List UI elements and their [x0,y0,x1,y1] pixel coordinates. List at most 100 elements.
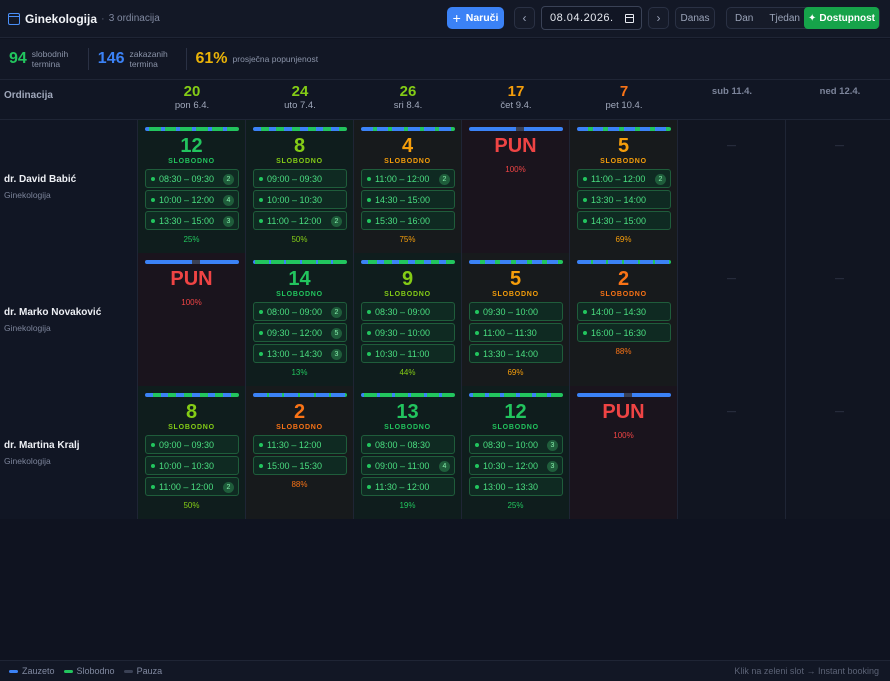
day-free-count: 24 [291,83,309,100]
free-slot[interactable]: 10:00 – 10:30 [145,456,239,475]
doctor-row: dr. Marko Novaković Ginekologija PUN 100% 14… [0,253,890,386]
legend-free: Slobodno [63,666,115,676]
day-label: uto 7.4. [284,100,316,111]
day-cell[interactable]: 9 SLOBODNO 08:30 – 09:00 09:30 – 10:00 10:30… [354,253,462,386]
free-slot[interactable]: 11:00 – 12:00 2 [145,477,239,496]
free-slot[interactable]: 11:00 – 12:00 2 [577,169,671,188]
free-slot[interactable]: 13:00 – 13:30 [469,477,563,496]
slot-time: 08:30 – 10:00 [483,439,539,450]
slot-time: 11:00 – 12:00 [159,481,214,492]
calendar-icon [8,12,20,25]
page-title: Ginekologija [25,11,98,26]
free-label: SLOBODNO [600,291,647,298]
day-cell[interactable]: 8 SLOBODNO 09:00 – 09:30 10:00 – 10:30 11:00… [246,120,354,253]
day-cell[interactable]: 2 SLOBODNO 11:30 – 12:00 15:00 – 15:30 88% [246,386,354,519]
slot-count-badge: 2 [331,307,342,318]
free-slot[interactable]: 08:00 – 09:00 2 [253,302,347,321]
prev-week-button[interactable]: ‹ [514,7,535,29]
doctor-specialty: Ginekologija [4,323,51,333]
slot-time: 11:00 – 12:00 [375,173,430,184]
day-cell[interactable]: PUN 100% [462,120,570,253]
free-slot[interactable]: 11:30 – 12:00 [253,435,347,454]
free-slot[interactable]: 09:30 – 10:00 [469,302,563,321]
occupancy-percent: 69% [615,235,632,244]
doctor-cell[interactable]: dr. David Babić Ginekologija [0,120,138,253]
availability-button[interactable]: ✦ Dostupnost [804,7,879,29]
free-slot[interactable]: 09:00 – 09:30 [253,169,347,188]
day-label: pon 6.4. [174,100,210,111]
chevron-right-icon: › [656,11,661,25]
free-label: SLOBODNO [600,158,647,165]
slot-count-badge: 4 [439,461,450,472]
free-slot[interactable]: 13:30 – 14:00 [577,190,671,209]
free-slot[interactable]: 11:00 – 11:30 [469,323,563,342]
free-slot[interactable]: 14:30 – 15:00 [361,190,455,209]
doctor-cell[interactable]: dr. Marko Novaković Ginekologija [0,253,138,386]
free-slot[interactable]: 15:00 – 15:30 [253,456,347,475]
day-header[interactable]: ned 12.4. [786,80,890,120]
free-slot[interactable]: 13:30 – 14:00 [469,344,563,363]
free-slot[interactable]: 11:00 – 12:00 2 [253,211,347,230]
day-cell[interactable]: 5 SLOBODNO 09:30 – 10:00 11:00 – 11:30 13:30… [462,253,570,386]
occupancy-bar [145,127,239,131]
book-button[interactable]: + Naruči [447,7,504,29]
next-week-button[interactable]: › [648,7,669,29]
free-slot[interactable]: 09:00 – 11:00 4 [361,456,455,475]
day-cell[interactable]: 12 SLOBODNO 08:30 – 09:30 2 10:00 – 12:00 4 13… [138,120,246,253]
date-picker-icon[interactable] [625,14,634,23]
free-slot[interactable]: 14:00 – 14:30 [577,302,671,321]
day-cell[interactable]: 4 SLOBODNO 11:00 – 12:00 2 14:30 – 15:00 15:3… [354,120,462,253]
free-slot[interactable]: 08:00 – 08:30 [361,435,455,454]
free-slot[interactable]: 10:30 – 12:00 3 [469,456,563,475]
day-header[interactable]: 24 uto 7.4. [246,80,354,120]
no-schedule-dash: — [835,406,844,416]
free-slot[interactable]: 10:00 – 10:30 [253,190,347,209]
day-label: ned 12.4. [819,86,861,97]
slot-time: 08:30 – 09:30 [159,173,215,184]
day-cell[interactable]: 2 SLOBODNO 14:00 – 14:30 16:00 – 16:30 88% [570,253,678,386]
free-slot[interactable]: 11:00 – 12:00 2 [361,169,455,188]
doctor-name: dr. Martina Kralj [4,440,80,451]
free-slot[interactable]: 09:30 – 10:00 [361,323,455,342]
day-cell[interactable]: 8 SLOBODNO 09:00 – 09:30 10:00 – 10:30 11:00… [138,386,246,519]
free-slot[interactable]: 15:30 – 16:00 [361,211,455,230]
free-slot[interactable]: 13:00 – 14:30 3 [253,344,347,363]
free-slot[interactable]: 09:30 – 12:00 5 [253,323,347,342]
chevron-left-icon: ‹ [522,11,527,25]
slot-count-badge: 3 [547,461,558,472]
free-slot[interactable]: 08:30 – 09:00 [361,302,455,321]
today-button[interactable]: Danas [675,7,715,29]
free-slot[interactable]: 13:30 – 15:00 3 [145,211,239,230]
doctor-cell[interactable]: dr. Martina Kralj Ginekologija [0,386,138,519]
free-slot[interactable]: 10:30 – 11:00 [361,344,455,363]
free-slot[interactable]: 14:30 – 15:00 [577,211,671,230]
slot-dot [583,218,587,223]
free-slot[interactable]: 11:30 – 12:00 [361,477,455,496]
free-slot[interactable]: 08:30 – 10:00 3 [469,435,563,454]
free-slot[interactable]: 10:00 – 12:00 4 [145,190,239,209]
view-week-button[interactable]: Tjedan [769,12,800,24]
free-slot[interactable]: 08:30 – 09:30 2 [145,169,239,188]
view-day-button[interactable]: Dan [735,12,754,24]
day-header[interactable]: 26 sri 8.4. [354,80,462,120]
day-header[interactable]: 17 čet 9.4. [462,80,570,120]
slot-dot [151,442,155,447]
day-cell[interactable]: PUN 100% [138,253,246,386]
date-input[interactable]: 08.04.2026. [541,6,642,30]
slot-count-badge: 2 [223,174,234,185]
slot-time: 08:00 – 09:00 [267,306,323,317]
day-header[interactable]: 20 pon 6.4. [138,80,246,120]
slot-dot [475,484,479,489]
free-slot[interactable]: 16:00 – 16:30 [577,323,671,342]
today-button-label: Danas [680,12,710,24]
free-slot[interactable]: 09:00 – 09:30 [145,435,239,454]
day-cell[interactable]: 5 SLOBODNO 11:00 – 12:00 2 13:30 – 14:00 14:3… [570,120,678,253]
day-cell[interactable]: 13 SLOBODNO 08:00 – 08:30 09:00 – 11:00 4 11:… [354,386,462,519]
doctor-name: dr. Marko Novaković [4,307,102,318]
slot-dot [259,218,263,223]
day-cell[interactable]: 12 SLOBODNO 08:30 – 10:00 3 10:30 – 12:00 3 13… [462,386,570,519]
day-header[interactable]: sub 11.4. [678,80,786,120]
day-header[interactable]: 7 pet 10.4. [570,80,678,120]
day-cell[interactable]: PUN 100% [570,386,678,519]
day-cell[interactable]: 14 SLOBODNO 08:00 – 09:00 2 09:30 – 12:00 5 13… [246,253,354,386]
